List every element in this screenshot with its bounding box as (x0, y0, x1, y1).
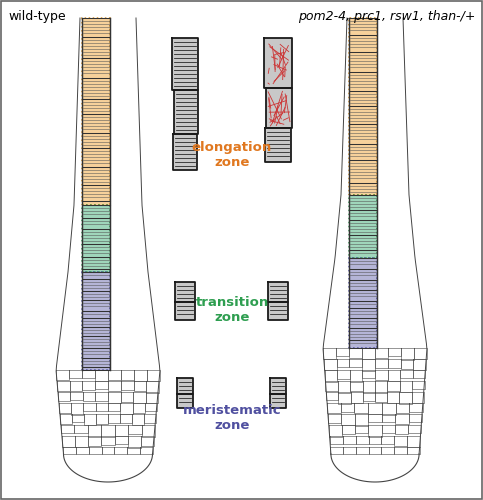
Bar (268, 302, 288, 320)
Bar (349, 18, 377, 195)
Bar (175, 302, 195, 320)
Text: transition
zone: transition zone (196, 296, 269, 324)
Bar (82, 272, 110, 370)
Bar (349, 195, 377, 258)
Bar (349, 258, 377, 348)
Bar (177, 394, 193, 408)
Bar (175, 282, 195, 302)
Bar (82, 18, 110, 205)
Bar (266, 88, 292, 128)
Text: meristematic
zone: meristematic zone (183, 404, 281, 432)
Bar (270, 394, 286, 408)
Bar (264, 38, 292, 88)
Bar (270, 378, 286, 394)
Bar (174, 90, 198, 134)
Bar (173, 134, 197, 170)
Text: pom2-4, prc1, rsw1, than-/+: pom2-4, prc1, rsw1, than-/+ (298, 10, 475, 23)
Text: wild-type: wild-type (8, 10, 66, 23)
Text: elongation
zone: elongation zone (192, 141, 272, 169)
Bar (265, 128, 291, 162)
Bar (82, 205, 110, 272)
Bar (172, 38, 198, 90)
Bar (177, 378, 193, 394)
Bar (268, 282, 288, 302)
